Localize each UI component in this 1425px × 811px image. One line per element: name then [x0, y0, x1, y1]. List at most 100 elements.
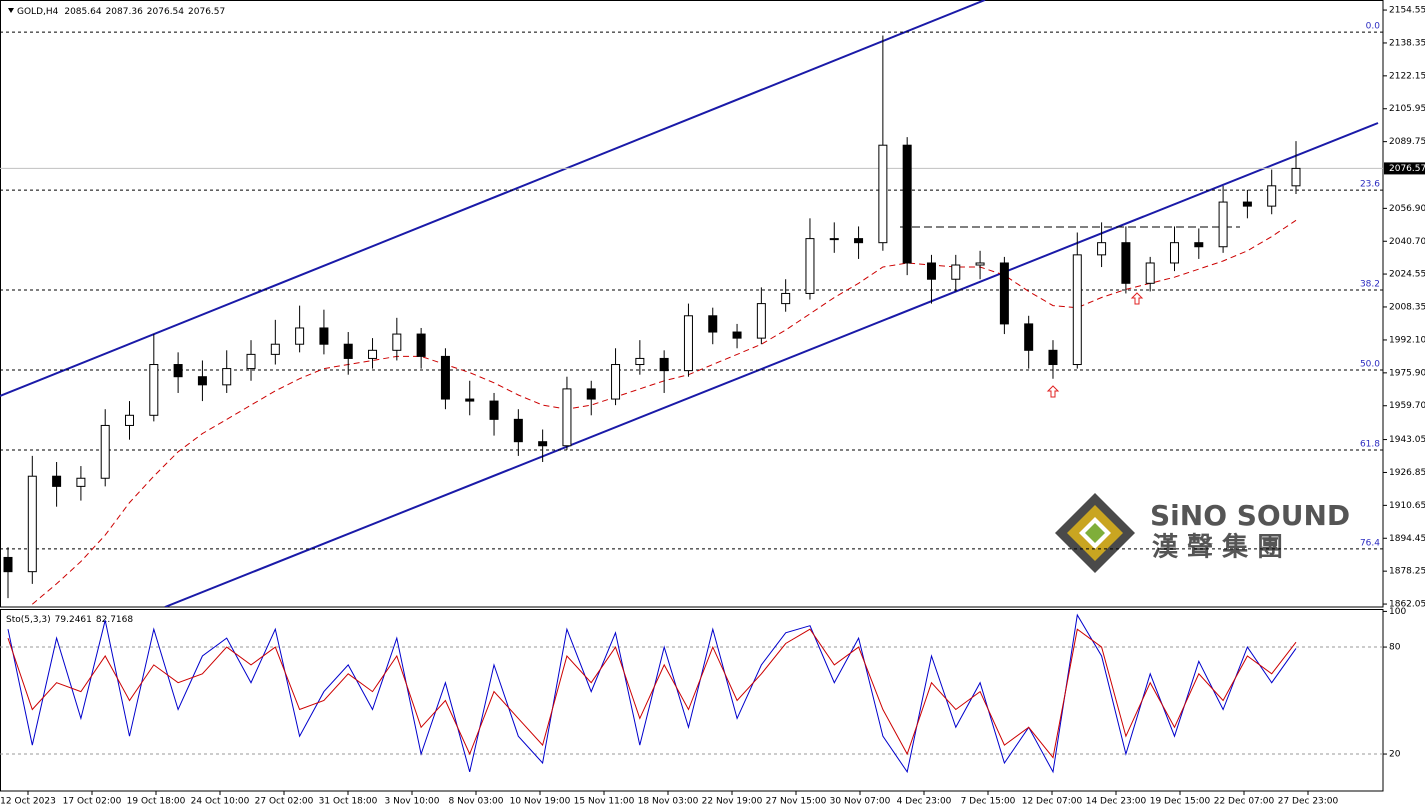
- y-tick-label: 1910.65: [1389, 501, 1425, 511]
- stoch-line: [7, 628, 1297, 759]
- trend-lines: [0, 0, 1379, 607]
- candle-body: [1242, 201, 1252, 207]
- x-tick-label: 22 Nov 19:00: [702, 797, 763, 807]
- x-tick-label: 3 Nov 10:00: [385, 797, 440, 807]
- y-tick-label: 2154.55: [1389, 6, 1425, 16]
- logo-green: [1085, 523, 1105, 543]
- candle-body: [246, 353, 256, 370]
- candle-body: [878, 144, 888, 244]
- high-value: 2087.36: [106, 7, 143, 17]
- y-tick-label: 1862.05: [1389, 600, 1425, 610]
- open-value: 2085.64: [64, 7, 101, 17]
- symbol: GOLD,H4: [17, 7, 59, 17]
- channel-upper: [0, 0, 986, 397]
- channel-lower: [164, 122, 1379, 607]
- candle-body: [1145, 262, 1155, 284]
- x-tick-label: 27 Nov 15:00: [766, 797, 827, 807]
- candle-body: [683, 315, 693, 372]
- x-tick-label: 8 Nov 03:00: [449, 797, 504, 807]
- fib-label: 38.2: [1360, 279, 1380, 289]
- candle-body: [149, 364, 159, 416]
- y-tick-label: 1959.70: [1389, 401, 1425, 411]
- candle-body: [1048, 349, 1058, 366]
- stoch-header: Sto(5,3,3) 79.2461 82.7168: [6, 615, 133, 625]
- candle-body: [562, 388, 572, 447]
- menu-arrow: [8, 8, 14, 13]
- x-tick-label: 18 Nov 03:00: [638, 797, 699, 807]
- candle-body: [1121, 242, 1131, 284]
- candle-body: [513, 418, 523, 443]
- candle-body: [173, 364, 183, 378]
- close-value: 2076.57: [188, 7, 225, 17]
- y-tick-label: 1878.25: [1389, 567, 1425, 577]
- candle-body: [343, 343, 353, 359]
- stoch-plot: [0, 613, 1383, 774]
- candle-body: [125, 414, 135, 426]
- candle-body: [270, 343, 280, 355]
- header: GOLD,H4 2085.64 2087.36 2076.54 2076.57: [17, 7, 225, 17]
- fib-label: 23.6: [1360, 180, 1380, 190]
- candle-body: [489, 400, 499, 420]
- stoch-d: 82.7168: [96, 615, 133, 625]
- stoch-k: 79.2461: [55, 615, 92, 625]
- candle-body: [1097, 242, 1107, 256]
- candle-body: [197, 376, 207, 386]
- candle-body: [392, 333, 402, 351]
- candle-body: [659, 357, 669, 372]
- y-tick-label: 80: [1389, 643, 1401, 653]
- x-tick-label: 31 Oct 18:00: [319, 797, 378, 807]
- x-tick-label: 22 Dec 07:00: [1214, 797, 1275, 807]
- watermark: SiNO SOUND 漢 聲 集 團: [1055, 493, 1350, 573]
- candle-body: [975, 262, 985, 266]
- x-tick-label: 19 Dec 15:00: [1150, 797, 1211, 807]
- y-tick-label: 20: [1389, 750, 1401, 760]
- candle-body: [781, 292, 791, 305]
- candle-body: [27, 475, 37, 573]
- candle-body: [1169, 242, 1179, 264]
- candle-body: [3, 556, 13, 573]
- fib-label: 61.8: [1360, 440, 1380, 450]
- candle-body: [805, 238, 815, 294]
- y-tick-label: 1894.45: [1389, 534, 1425, 544]
- candle-body: [76, 477, 86, 487]
- x-tick-label: 30 Nov 07:00: [830, 797, 891, 807]
- candle-body: [829, 238, 839, 241]
- stoch-frame: [0, 609, 1384, 792]
- y-tick-label: 1926.85: [1389, 468, 1425, 478]
- candle-body: [635, 357, 645, 366]
- fib-label: 0.0: [1366, 22, 1381, 32]
- brand-chinese: 漢 聲 集 團: [1152, 532, 1283, 563]
- candle-body: [999, 262, 1009, 325]
- y-tick-label: 2122.15: [1389, 71, 1425, 81]
- fib-label: 76.4: [1360, 538, 1380, 548]
- candle-body: [319, 327, 329, 345]
- fib-label: 50.0: [1360, 360, 1380, 370]
- candle-body: [1267, 185, 1277, 207]
- stoch-line: [7, 613, 1297, 774]
- x-tick-label: 19 Oct 18:00: [127, 797, 186, 807]
- x-tick-label: 15 Nov 11:00: [574, 797, 635, 807]
- candle-body: [708, 315, 718, 333]
- x-tick-label: 7 Dec 15:00: [961, 797, 1016, 807]
- candle-body: [902, 144, 912, 264]
- y-tick-label: 1975.90: [1389, 368, 1425, 378]
- y-tick-label: 2040.70: [1389, 237, 1425, 247]
- up-arrow: [1046, 385, 1060, 398]
- candle-body: [854, 238, 864, 244]
- candle-body: [951, 264, 961, 280]
- x-tick-label: 17 Oct 02:00: [63, 797, 122, 807]
- up-arrow: [1130, 292, 1144, 305]
- candle-body: [586, 388, 596, 400]
- candle-body: [1024, 323, 1034, 351]
- current-price-label: 2076.57: [1389, 164, 1425, 174]
- x-tick-label: 12 Oct 2023: [0, 797, 56, 807]
- y-tick-label: 2056.90: [1389, 204, 1425, 214]
- low-value: 2076.54: [147, 7, 184, 17]
- y-tick-label: 100: [1389, 607, 1406, 617]
- candle-body: [440, 355, 450, 400]
- y-tick-label: 1992.10: [1389, 335, 1425, 345]
- candle-body: [416, 333, 426, 357]
- candle-body: [1194, 242, 1204, 248]
- candle-body: [611, 364, 621, 400]
